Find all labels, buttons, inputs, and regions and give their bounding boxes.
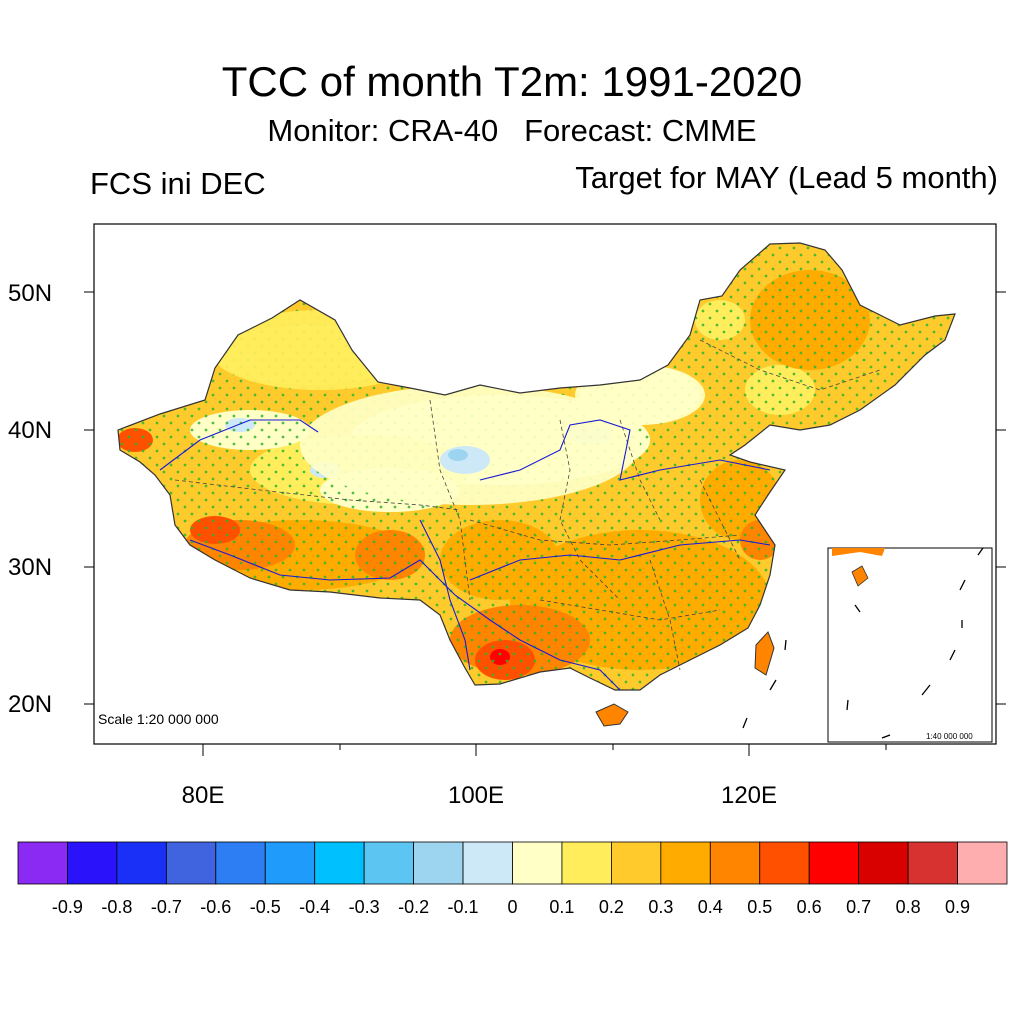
colorbar-tick-label: 0.9 (945, 897, 971, 917)
colorbar-tick-label: -0.7 (150, 897, 182, 917)
colorbar-tick-label: 0.8 (895, 897, 921, 917)
rivers (159, 419, 771, 691)
colorbar-tick-label: 0.2 (598, 897, 624, 917)
lat-label-20n: 20N (8, 691, 53, 718)
colorbar-swatch (858, 841, 909, 885)
colorbar-swatch (512, 841, 563, 885)
colorbar-tick-label: -0.4 (299, 897, 331, 917)
map-subtitle: Monitor: CRA-40 Forecast: CMME (267, 113, 757, 148)
province-borders (174, 339, 881, 671)
lon-label-80e: 80E (181, 782, 225, 809)
init-label: FCS ini DEC (90, 166, 266, 201)
colorbar-swatch (67, 841, 118, 885)
scale-label: Scale 1:20 000 000 (98, 711, 219, 727)
taiwan-island (754, 631, 775, 676)
colorbar-swatch (215, 841, 266, 885)
colorbar-swatch (611, 841, 662, 885)
inset-land (832, 548, 885, 556)
colorbar-swatch (165, 841, 217, 885)
colorbar-tick-label: -0.9 (51, 897, 83, 917)
colorbar-tick-label: -0.8 (101, 897, 133, 917)
colorbar-swatch (957, 841, 1008, 885)
main-nine-dash (742, 639, 787, 729)
colorbar-swatch (907, 841, 958, 885)
colorbar-tick-label: -0.3 (348, 897, 380, 917)
inset-scale-label: 1:40 000 000 (926, 732, 973, 741)
colorbar-swatch (116, 841, 167, 885)
colorbar-swatch (264, 841, 316, 885)
colorbar-swatch (759, 841, 810, 885)
colorbar-tick-label: -0.2 (398, 897, 430, 917)
china-outline (117, 242, 956, 691)
colorbar-swatch (17, 841, 68, 885)
colorbar-tick-label: -0.5 (249, 897, 281, 917)
colorbar-swatch (561, 841, 612, 885)
colorbar-tick-label: -0.1 (447, 897, 479, 917)
map-title: TCC of month T2m: 1991-2020 (221, 58, 803, 105)
lat-label-50n: 50N (8, 280, 53, 307)
colorbar-swatch (314, 841, 365, 885)
colorbar-tick-label: 0 (507, 897, 518, 917)
lon-label-100e: 100E (447, 782, 505, 809)
lon-label-120e: 120E (720, 782, 778, 809)
colorbar-tick-label: 0.3 (648, 897, 674, 917)
target-label: Target for MAY (Lead 5 month) (575, 160, 998, 195)
hainan-island (595, 703, 629, 727)
colorbar-swatch (363, 841, 414, 885)
colorbar-swatch (709, 841, 761, 885)
colorbar-swatch (413, 841, 464, 885)
inset-frame (827, 547, 993, 743)
colorbar-swatch (462, 841, 513, 885)
colorbar-tick-label: 0.5 (747, 897, 773, 917)
colorbar-tick-label: 0.1 (549, 897, 575, 917)
colorbar-swatch (808, 841, 860, 885)
colorbar (17, 841, 1008, 885)
colorbar-swatch (660, 841, 711, 885)
colorbar-tick-label: 0.4 (697, 897, 723, 917)
lat-label-30n: 30N (8, 554, 53, 581)
lat-label-40n: 40N (8, 417, 53, 444)
inset-hainan (851, 565, 869, 587)
map-ticks (84, 291, 1006, 756)
colorbar-tick-label: 0.6 (796, 897, 822, 917)
colorbar-tick-label: -0.6 (200, 897, 232, 917)
colorbar-tick-label: 0.7 (846, 897, 872, 917)
inset-nine-dash (846, 547, 984, 739)
